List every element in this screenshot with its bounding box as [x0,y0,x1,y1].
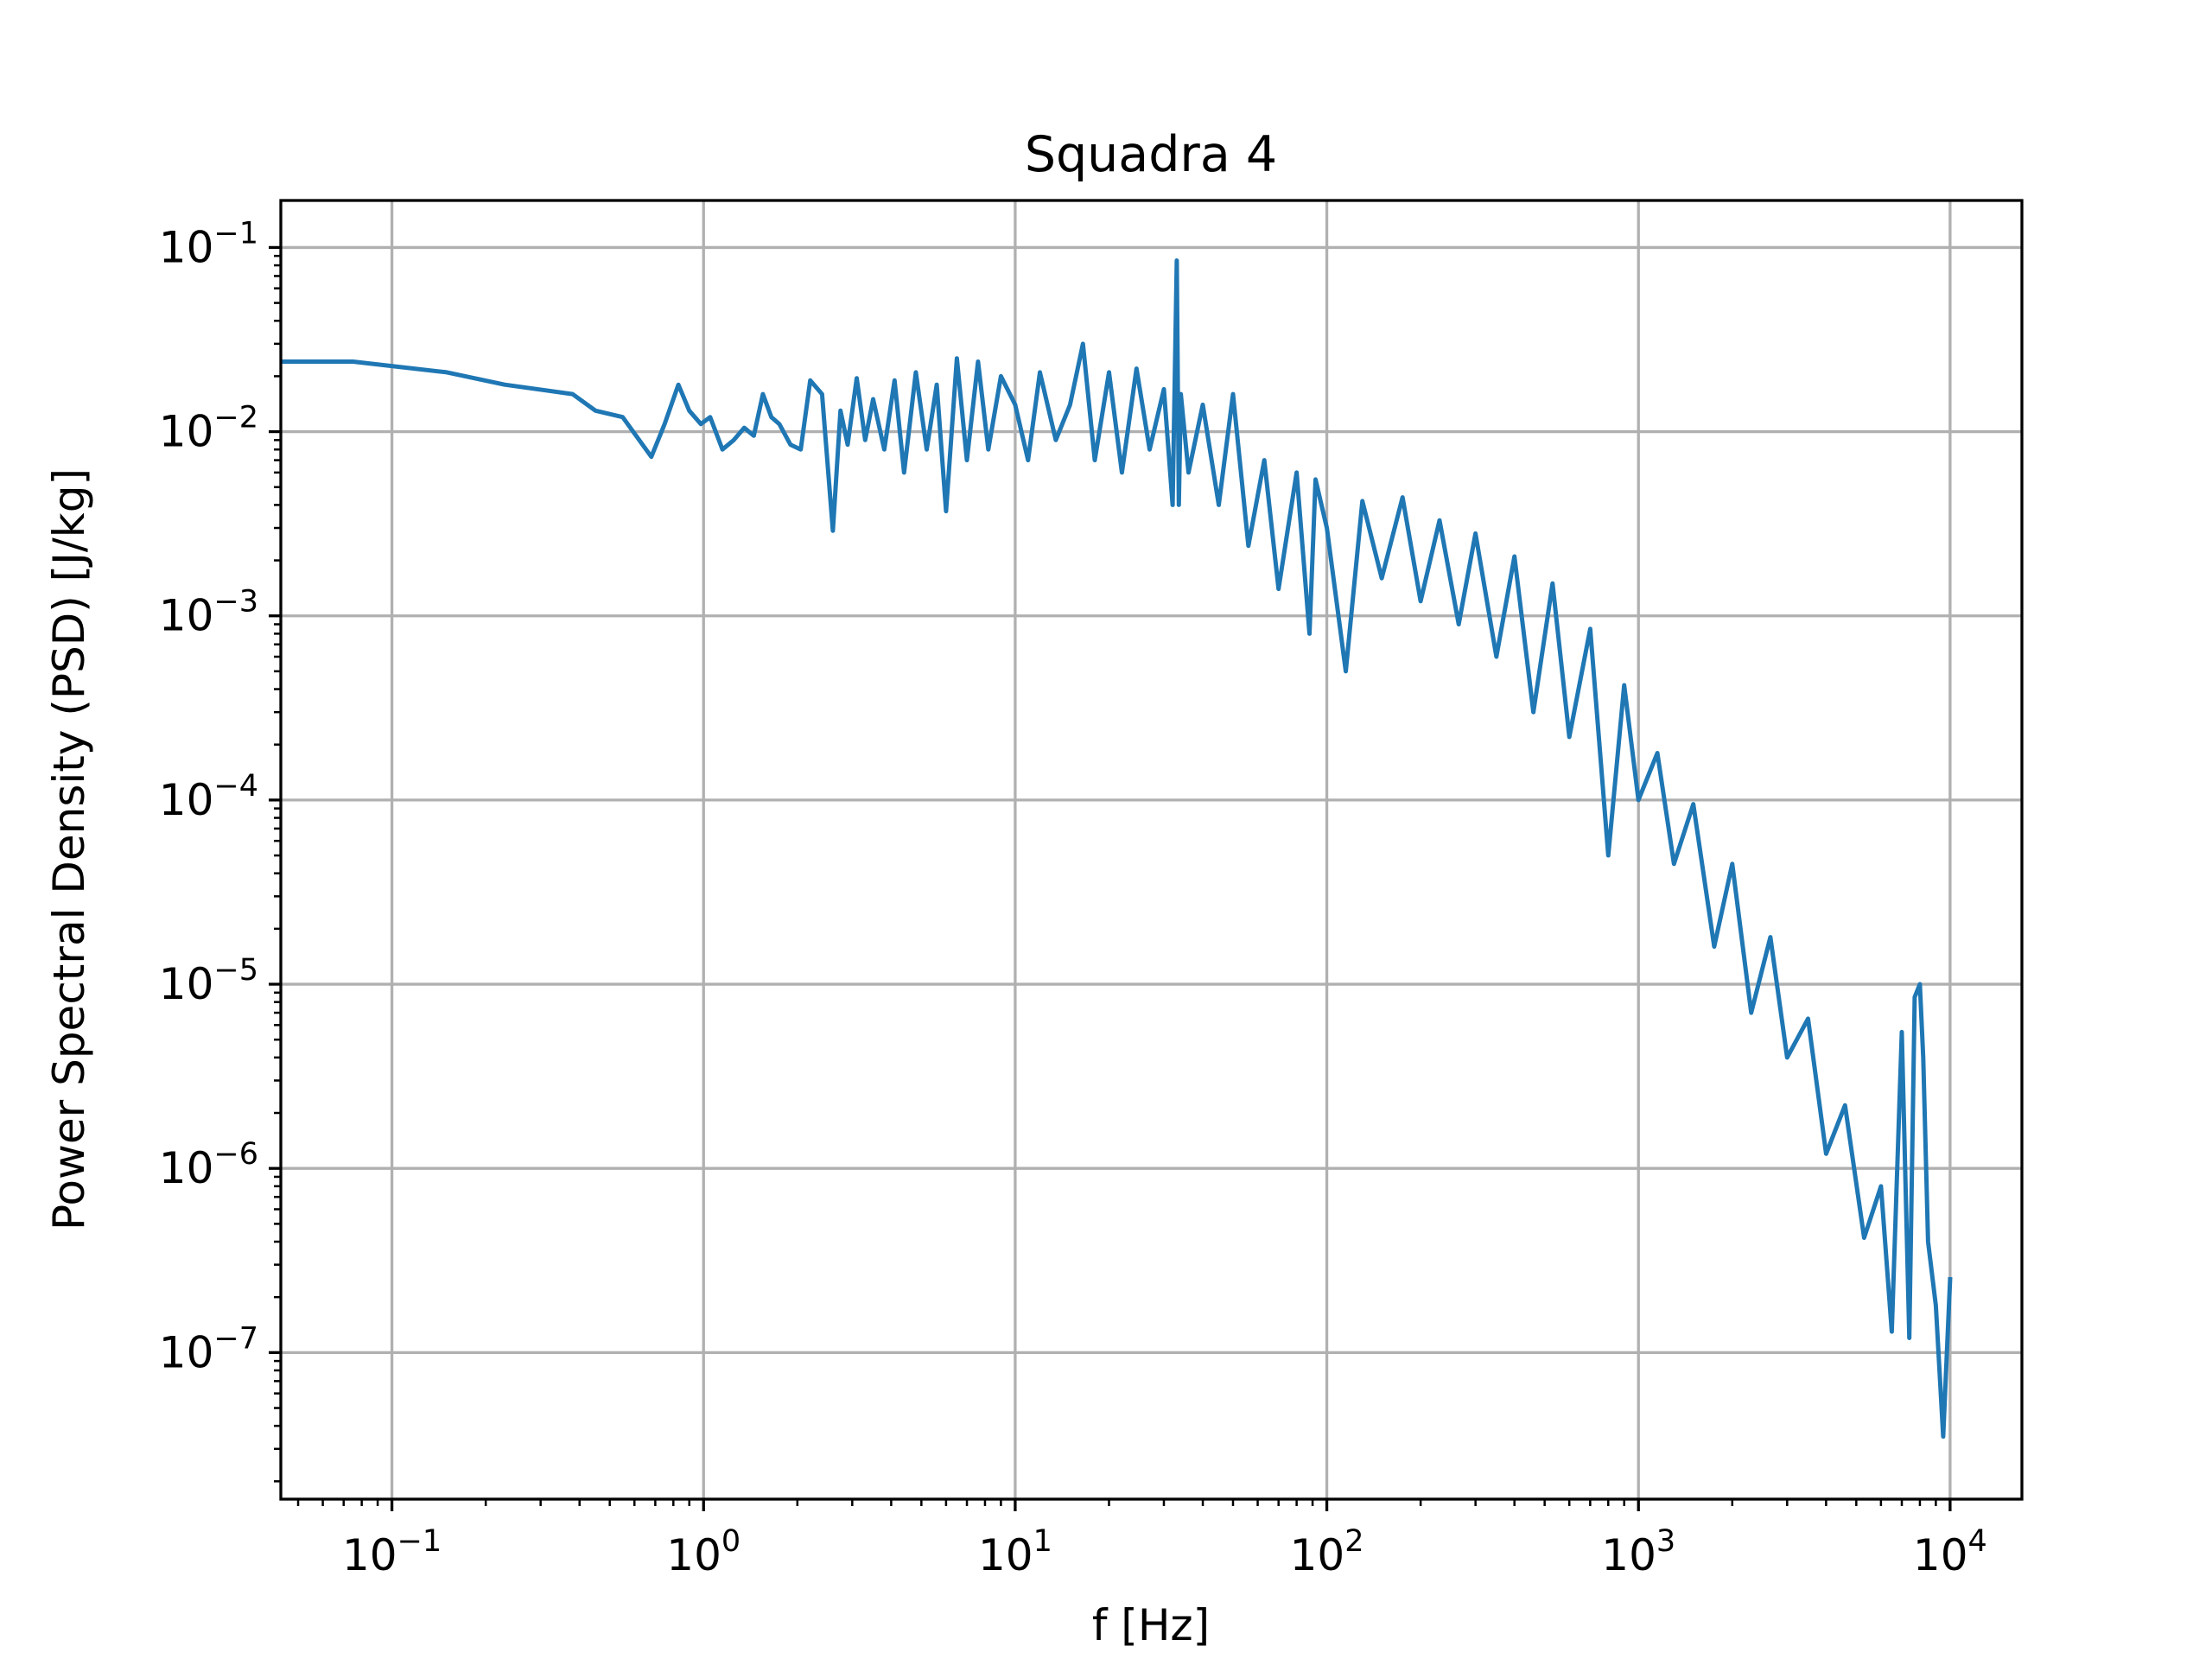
x-axis-label: f [Hz] [1092,1600,1210,1650]
tick-layer [269,245,1952,1511]
x-tick-label: 102 [1290,1524,1364,1580]
y-tick-label: 10−6 [159,1137,258,1193]
y-tick-label: 10−7 [159,1321,258,1377]
tick-label-layer: 10−1 100 101 102 103 104 10−7 10−6 10−5 10−4 10−3 1… [159,216,1987,1580]
x-tick-label: 104 [1913,1524,1987,1580]
y-tick-label: 10−4 [159,769,258,825]
x-tick-label: 100 [666,1524,741,1580]
y-tick-label: 10−2 [159,401,258,457]
y-axis-label: Power Spectral Density (PSD) [J/kg] [44,468,94,1230]
y-tick-label: 10−5 [159,953,258,1009]
x-tick-label: 10−1 [342,1524,442,1580]
grid-layer [281,200,2022,1499]
chart-title: Squadra 4 [1025,126,1277,183]
axes-frame [279,199,2024,1501]
psd-series-line [281,258,1953,1439]
y-tick-label: 10−1 [159,216,258,272]
x-tick-label: 101 [978,1524,1052,1580]
plot-area [281,258,1953,1439]
series-layer [281,258,1953,1439]
y-tick-label: 10−3 [159,585,258,641]
x-tick-label: 103 [1601,1524,1675,1580]
